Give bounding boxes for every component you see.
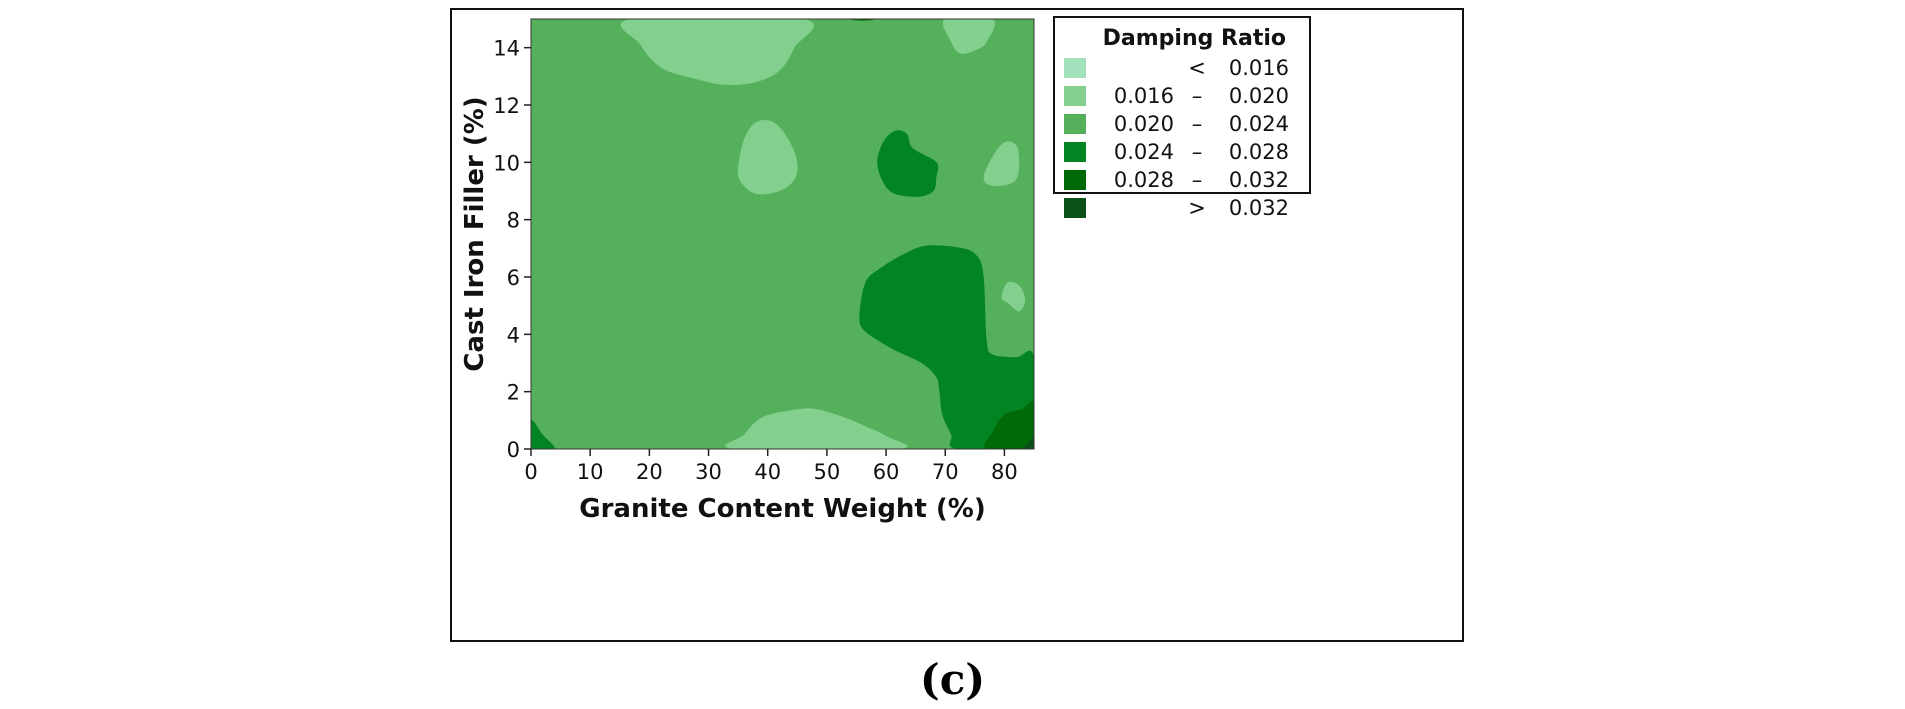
plot-border bbox=[530, 18, 1035, 450]
contour-regions bbox=[531, 19, 1034, 449]
y-axis-label: Cast Iron Filler (%) bbox=[460, 96, 490, 371]
legend-upper-bound: 0.024 bbox=[1229, 112, 1289, 136]
legend-upper-bound: 0.016 bbox=[1229, 56, 1289, 80]
legend-lower-bound: 0.028 bbox=[1114, 168, 1174, 192]
y-axis: 0 2 4 6 8 10 12 14 bbox=[493, 37, 531, 462]
legend-swatch bbox=[1064, 86, 1086, 106]
contour-region bbox=[531, 420, 555, 449]
legend-separator: – bbox=[1192, 112, 1203, 136]
contour-region bbox=[1001, 281, 1026, 312]
x-tick-label: 40 bbox=[754, 460, 781, 484]
y-tick-label: 14 bbox=[493, 37, 520, 61]
contour-region bbox=[942, 19, 995, 54]
legend-title: Damping Ratio bbox=[1103, 26, 1286, 51]
x-axis-label: Granite Content Weight (%) bbox=[579, 494, 985, 524]
x-tick-label: 50 bbox=[814, 460, 841, 484]
x-tick-label: 20 bbox=[636, 460, 663, 484]
y-tick-label: 4 bbox=[507, 323, 520, 347]
contour-region bbox=[725, 408, 908, 449]
legend-swatch bbox=[1064, 142, 1086, 162]
y-tick-label: 8 bbox=[507, 209, 520, 233]
y-tick-label: 2 bbox=[507, 381, 520, 405]
y-tick-label: 6 bbox=[507, 266, 520, 290]
legend: Damping Ratio <0.0160.016–0.0200.020–0.0… bbox=[1053, 16, 1311, 220]
legend-box bbox=[1053, 16, 1311, 194]
legend-separator: > bbox=[1188, 196, 1206, 220]
legend-upper-bound: 0.032 bbox=[1229, 196, 1289, 220]
legend-swatch bbox=[1064, 170, 1086, 190]
legend-separator: – bbox=[1192, 84, 1203, 108]
legend-entry: 0.028– 0.032 bbox=[1064, 168, 1289, 192]
y-tick-label: 12 bbox=[493, 94, 520, 118]
contour-region bbox=[859, 245, 1034, 449]
y-tick-label: 10 bbox=[493, 151, 520, 175]
contour-region bbox=[877, 130, 939, 197]
x-tick-label: 80 bbox=[991, 460, 1018, 484]
legend-upper-bound: 0.020 bbox=[1229, 84, 1289, 108]
legend-swatch bbox=[1064, 114, 1086, 134]
contour-region bbox=[737, 120, 798, 195]
legend-entry: 0.016– 0.020 bbox=[1064, 84, 1289, 108]
x-tick-label: 10 bbox=[577, 460, 604, 484]
y-tick-label: 0 bbox=[507, 438, 520, 462]
x-tick-label: 70 bbox=[932, 460, 959, 484]
legend-separator: – bbox=[1192, 168, 1203, 192]
legend-lower-bound: 0.020 bbox=[1114, 112, 1174, 136]
contour-chart: 0 10 20 30 40 50 60 70 80 0 2 4 6 8 10 12 14 Granite Co… bbox=[460, 16, 1311, 524]
legend-lower-bound: 0.016 bbox=[1114, 84, 1174, 108]
legend-upper-bound: 0.032 bbox=[1229, 168, 1289, 192]
x-tick-label: 0 bbox=[524, 460, 537, 484]
contour-region bbox=[984, 400, 1034, 449]
figure-caption: (c) bbox=[919, 655, 986, 704]
chart-frame: 0 10 20 30 40 50 60 70 80 0 2 4 6 8 10 12 14 Granite Co… bbox=[450, 8, 1464, 642]
contour-region bbox=[620, 19, 814, 86]
x-tick-label: 60 bbox=[873, 460, 900, 484]
x-axis: 0 10 20 30 40 50 60 70 80 bbox=[524, 449, 1018, 484]
legend-entry: <0.016 bbox=[1064, 56, 1289, 80]
legend-swatch bbox=[1064, 198, 1086, 218]
legend-entry: 0.020– 0.024 bbox=[1064, 112, 1289, 136]
legend-separator: < bbox=[1188, 56, 1206, 80]
contour-region bbox=[1022, 434, 1034, 449]
x-tick-label: 30 bbox=[695, 460, 722, 484]
legend-lower-bound: 0.024 bbox=[1114, 140, 1174, 164]
legend-entry: >0.032 bbox=[1064, 196, 1289, 220]
legend-entry: 0.024– 0.028 bbox=[1064, 140, 1289, 164]
legend-separator: – bbox=[1192, 140, 1203, 164]
contour-region bbox=[983, 141, 1020, 187]
legend-upper-bound: 0.028 bbox=[1229, 140, 1289, 164]
legend-swatch bbox=[1064, 58, 1086, 78]
